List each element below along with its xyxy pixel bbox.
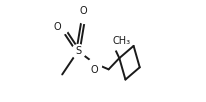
Text: O: O xyxy=(54,22,61,32)
Text: O: O xyxy=(90,65,98,75)
Text: S: S xyxy=(75,46,81,56)
Text: CH₃: CH₃ xyxy=(112,36,130,46)
Text: O: O xyxy=(80,6,87,16)
